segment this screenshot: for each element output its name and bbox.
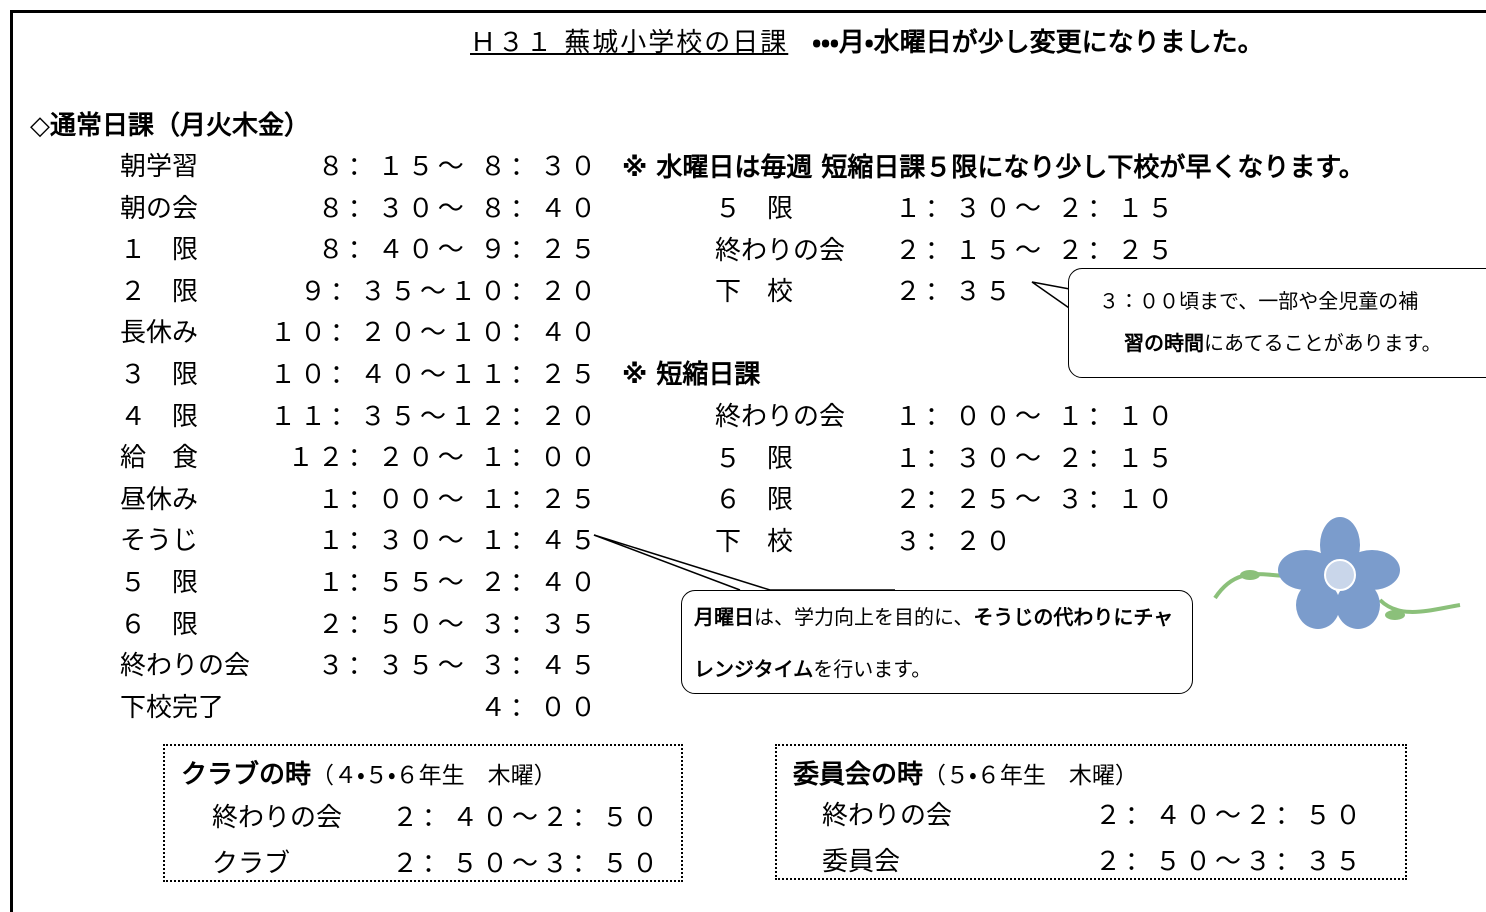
row-time: ３：３５～ ３：４５ bbox=[317, 651, 600, 682]
row-time: ９：３５～１０：２０ bbox=[299, 276, 600, 307]
row-time: ２：２５～ ３：１０ bbox=[895, 485, 1178, 516]
row-time: ４：００ bbox=[479, 692, 600, 723]
box-title: 委員会の時 bbox=[793, 760, 924, 790]
note-text: は、学力向上を目的に、 bbox=[754, 605, 974, 629]
row-time: ８：４０～ ９：２５ bbox=[317, 235, 600, 266]
row-label: 終わりの会 bbox=[822, 801, 953, 831]
row-time: ２：１５～ ２：２５ bbox=[895, 235, 1178, 266]
row-time: １０：４０～１１：２５ bbox=[269, 360, 600, 390]
row-label: 下校完了 bbox=[120, 692, 225, 723]
row-time: １：００～ １：１０ bbox=[895, 402, 1178, 432]
row-time: １：００～ １：２５ bbox=[317, 484, 600, 515]
row-time: ３：２０ bbox=[895, 526, 1016, 557]
row-time: ８：３０～ ８：４０ bbox=[317, 193, 600, 224]
row-label: 下 校 bbox=[715, 526, 794, 557]
row-time: ２：４０～２：５０ bbox=[392, 803, 663, 833]
row-label: そうじ bbox=[120, 526, 199, 557]
row-label: 終わりの会 bbox=[212, 803, 343, 833]
pointer bbox=[1031, 281, 1076, 311]
row-time: ８：１５～ ８：３０ bbox=[317, 152, 600, 182]
pointer bbox=[593, 534, 741, 591]
row-label: ５ 限 bbox=[120, 568, 199, 598]
row-label: 下 校 bbox=[715, 277, 794, 308]
row-label: 給 食 bbox=[120, 443, 199, 474]
row-label: ５ 限 bbox=[715, 194, 794, 224]
note-box: ３：００頃まで、一部や全児童の補 習の時間にあてることがあります。 bbox=[1068, 268, 1486, 378]
row-time: ２：３５ bbox=[895, 277, 1016, 308]
row-label: ４ 限 bbox=[120, 401, 199, 432]
flower bbox=[1213, 517, 1461, 629]
heading: ※ 水曜日は毎週 短縮日課５限になり少し下校が早くなります。 bbox=[622, 153, 1365, 183]
row-time: ２：５０～３：５０ bbox=[392, 849, 663, 879]
subtitle: ・・・月・水曜日が少し変更になりました。 bbox=[812, 28, 1264, 58]
note-bold: 月曜日 bbox=[694, 605, 754, 629]
note-bold: そうじの代わりにチャレンジタイム bbox=[694, 605, 1174, 681]
row-time: １：５５～ ２：４０ bbox=[317, 568, 600, 598]
row-time: ２：５０～３：３５ bbox=[1095, 847, 1366, 877]
heading: ◇通常日課（月火木金） bbox=[30, 111, 310, 141]
row-label: 朝学習 bbox=[120, 152, 199, 182]
row-time: ２：４０～２：５０ bbox=[1095, 801, 1366, 831]
row-label: 終わりの会 bbox=[715, 402, 846, 432]
row-time: １０：２０～１０：４０ bbox=[269, 318, 600, 349]
note-line: ３：００頃まで、一部や全児童の補 bbox=[1099, 289, 1419, 313]
row-label: ６ 限 bbox=[120, 609, 199, 640]
box-detail: （４・５・６年生 木曜） bbox=[311, 763, 557, 789]
row-label: 長休み bbox=[120, 318, 199, 349]
note-bold: 習の時間 bbox=[1124, 331, 1204, 355]
row-time: １：３０～ １：４５ bbox=[317, 526, 600, 557]
heading: ※ 短縮日課 bbox=[622, 360, 761, 390]
box-detail: （５・６年生 木曜） bbox=[923, 763, 1138, 789]
note-text: にあてることがあります。 bbox=[1204, 331, 1442, 355]
row-label: ２ 限 bbox=[120, 276, 199, 307]
row-label: １ 限 bbox=[120, 235, 199, 266]
row-label: 終わりの会 bbox=[715, 235, 846, 266]
note-box: 月曜日は、学力向上を目的に、そうじの代わりにチャレンジタイムを行います。 bbox=[681, 590, 1193, 694]
committee-box: 委員会の時（５・６年生 木曜） bbox=[775, 744, 1407, 880]
row-label: ３ 限 bbox=[120, 360, 199, 390]
row-label: ５ 限 bbox=[715, 443, 794, 474]
club-box: クラブの時（４・５・６年生 木曜） bbox=[163, 744, 683, 882]
row-time: １１：３５～１２：２０ bbox=[269, 401, 600, 432]
row-label: 昼休み bbox=[120, 484, 199, 515]
row-label: 朝の会 bbox=[120, 193, 199, 224]
row-label: クラブ bbox=[212, 849, 291, 879]
row-time: １２：２０～ １：００ bbox=[287, 443, 600, 474]
row-label: 委員会 bbox=[822, 847, 901, 877]
box-title: クラブの時 bbox=[181, 760, 312, 790]
row-time: １：３０～ ２：１５ bbox=[895, 194, 1178, 224]
note-text: を行います。 bbox=[813, 657, 932, 681]
row-label: 終わりの会 bbox=[120, 651, 251, 682]
row-time: ２：５０～ ３：３５ bbox=[317, 609, 600, 640]
row-time: １：３０～ ２：１５ bbox=[895, 443, 1178, 474]
frame bbox=[10, 10, 1486, 912]
title: Ｈ３１ 蕪城小学校の日課 bbox=[470, 28, 789, 58]
row-label: ６ 限 bbox=[715, 485, 794, 516]
